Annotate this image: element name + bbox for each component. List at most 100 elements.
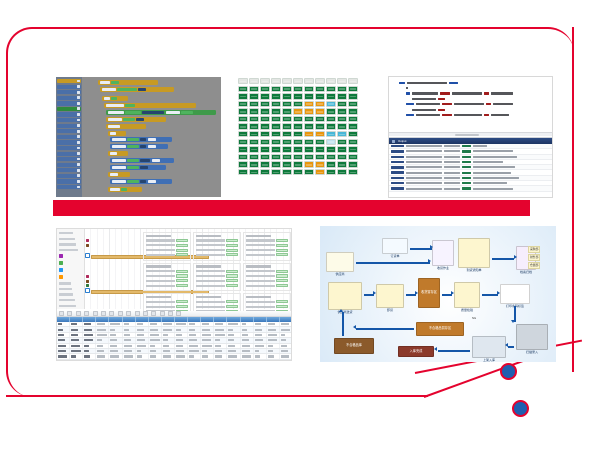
status-cell-green[interactable] [315,138,325,146]
status-cell-green[interactable] [282,161,292,168]
code-block[interactable] [106,110,216,116]
table-cell[interactable] [162,327,175,332]
table-cell[interactable] [227,327,241,332]
table-cell[interactable] [214,332,228,338]
form-field-value[interactable] [176,279,189,283]
code-block[interactable] [106,117,166,123]
code-block[interactable] [100,87,174,93]
status-cell-orange[interactable] [304,100,314,108]
table-cell[interactable] [188,354,202,359]
table-cell[interactable] [136,348,149,354]
status-cell-green[interactable] [326,161,336,168]
status-cell-green[interactable] [315,93,325,100]
table-row[interactable] [57,322,291,328]
table-cell[interactable] [123,322,136,327]
table-column-header[interactable] [57,317,71,322]
table-cell[interactable] [280,333,291,337]
status-cell-head[interactable] [337,78,347,85]
palette-block[interactable] [57,118,81,123]
status-cell-green[interactable] [271,115,281,123]
table-toolbar-button[interactable] [100,311,106,316]
status-cell-orange[interactable] [315,100,325,108]
status-cell-green[interactable] [249,115,259,123]
schedule-panel[interactable] [56,228,292,361]
table-cell[interactable] [227,354,241,359]
console-log-row[interactable] [389,165,552,171]
palette-block[interactable] [57,112,81,117]
status-cell-green[interactable] [238,108,248,115]
status-cell-green[interactable] [337,146,347,153]
status-cell-green[interactable] [282,138,292,146]
form-field-value[interactable] [226,248,239,252]
status-cell-green[interactable] [337,153,347,161]
status-cell-green[interactable] [238,168,248,176]
table-cell[interactable] [254,327,267,332]
palette-block[interactable] [57,179,81,184]
status-cell-green[interactable] [348,108,358,115]
table-cell[interactable] [83,338,97,343]
status-cell-green[interactable] [304,93,314,100]
form-field-value[interactable] [226,269,239,273]
status-cell-green[interactable] [326,123,336,130]
console-log-row[interactable] [389,170,552,176]
table-column-header[interactable] [214,317,228,322]
schedule-color-swatch[interactable] [59,268,63,273]
form-field-value[interactable] [226,279,239,283]
status-cell-green[interactable] [249,131,259,138]
status-cell-green[interactable] [249,100,259,108]
table-cell[interactable] [162,338,175,343]
status-cell-green[interactable] [315,85,325,92]
table-toolbar-button[interactable] [159,311,165,316]
flow-node-ordering[interactable]: 订货单 [382,238,408,258]
code-block[interactable] [110,137,172,143]
table-cell[interactable] [241,348,254,354]
palette-block[interactable] [57,151,81,156]
status-cell-green[interactable] [260,123,270,130]
table-cell[interactable] [254,338,267,343]
table-cell[interactable] [254,343,267,348]
table-cell[interactable] [241,354,254,359]
status-cell-green[interactable] [260,93,270,100]
form-field-value[interactable] [176,284,189,288]
table-cell[interactable] [162,348,175,354]
flow-node-inspect[interactable]: 质量检验 [454,282,480,312]
table-cell[interactable] [136,327,149,332]
status-cell-green[interactable] [326,146,336,153]
table-cell[interactable] [149,338,162,343]
flow-node-scan[interactable]: 扫描录入 [516,324,548,354]
table-cell[interactable] [241,327,254,332]
status-cell-green[interactable] [348,85,358,92]
table-cell[interactable] [254,332,267,338]
status-cell-green[interactable] [282,108,292,115]
table-cell[interactable] [280,344,291,348]
table-cell[interactable] [254,354,267,359]
code-block[interactable] [106,124,146,130]
palette-block[interactable] [57,123,81,128]
status-cell-green[interactable] [260,161,270,168]
status-cell-green[interactable] [260,168,270,176]
gantt-chart-area[interactable] [85,229,291,309]
table-column-header[interactable] [201,317,215,322]
form-field-value[interactable] [276,300,289,304]
palette-block[interactable] [57,101,81,106]
table-cell[interactable] [70,332,84,338]
form-field-value[interactable] [276,284,289,288]
blocks-editor-panel[interactable] [56,77,221,197]
code-block[interactable] [108,187,142,193]
table-cell[interactable] [123,338,136,343]
schedule-color-swatch[interactable] [59,261,63,266]
status-cell-green[interactable] [249,161,259,168]
table-cell[interactable] [96,338,110,343]
status-cell-orange[interactable] [315,161,325,168]
status-cell-orange[interactable] [304,161,314,168]
console-log-list[interactable] [389,144,552,192]
status-cell-green[interactable] [271,153,281,161]
gantt-marker[interactable] [86,284,90,288]
table-cell[interactable] [201,354,215,359]
table-cell[interactable] [96,354,110,359]
table-toolbar-button[interactable] [109,311,115,316]
console-log-row[interactable] [389,154,552,160]
table-cell[interactable] [123,343,136,348]
table-cell[interactable] [175,354,189,359]
